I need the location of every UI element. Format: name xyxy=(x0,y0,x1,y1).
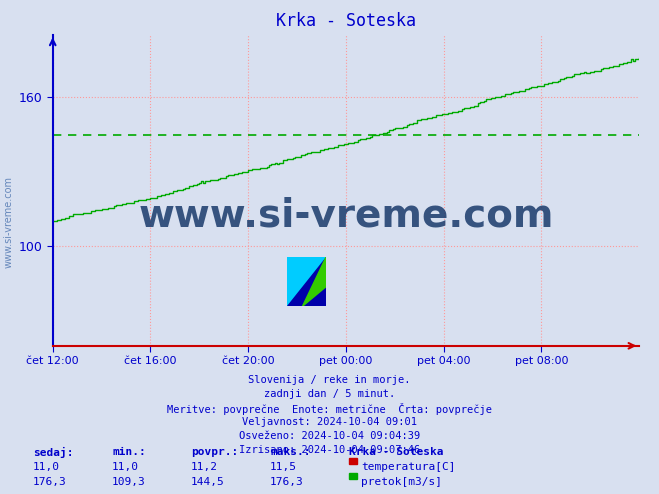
Text: pretok[m3/s]: pretok[m3/s] xyxy=(361,477,442,487)
Text: 176,3: 176,3 xyxy=(270,477,304,487)
Polygon shape xyxy=(287,257,326,306)
Polygon shape xyxy=(287,257,326,306)
Text: Krka - Soteska: Krka - Soteska xyxy=(349,447,444,457)
Text: povpr.:: povpr.: xyxy=(191,447,239,457)
Polygon shape xyxy=(302,257,326,306)
Text: Osveženo: 2024-10-04 09:04:39: Osveženo: 2024-10-04 09:04:39 xyxy=(239,431,420,441)
Text: Slovenija / reke in morje.: Slovenija / reke in morje. xyxy=(248,375,411,385)
Text: temperatura[C]: temperatura[C] xyxy=(361,462,455,472)
Text: min.:: min.: xyxy=(112,447,146,457)
Text: Meritve: povprečne  Enote: metrične  Črta: povprečje: Meritve: povprečne Enote: metrične Črta:… xyxy=(167,403,492,415)
Text: 109,3: 109,3 xyxy=(112,477,146,487)
Text: 11,5: 11,5 xyxy=(270,462,297,472)
Text: 11,0: 11,0 xyxy=(33,462,60,472)
Text: 144,5: 144,5 xyxy=(191,477,225,487)
Text: www.si-vreme.com: www.si-vreme.com xyxy=(138,196,554,234)
Text: zadnji dan / 5 minut.: zadnji dan / 5 minut. xyxy=(264,389,395,399)
Text: Veljavnost: 2024-10-04 09:01: Veljavnost: 2024-10-04 09:01 xyxy=(242,417,417,427)
Text: Izrisano: 2024-10-04 09:07:46: Izrisano: 2024-10-04 09:07:46 xyxy=(239,445,420,454)
Text: 11,2: 11,2 xyxy=(191,462,218,472)
Text: 176,3: 176,3 xyxy=(33,477,67,487)
Text: www.si-vreme.com: www.si-vreme.com xyxy=(3,176,14,268)
Text: sedaj:: sedaj: xyxy=(33,447,73,458)
Text: 11,0: 11,0 xyxy=(112,462,139,472)
Text: maks.:: maks.: xyxy=(270,447,310,457)
Title: Krka - Soteska: Krka - Soteska xyxy=(276,12,416,30)
